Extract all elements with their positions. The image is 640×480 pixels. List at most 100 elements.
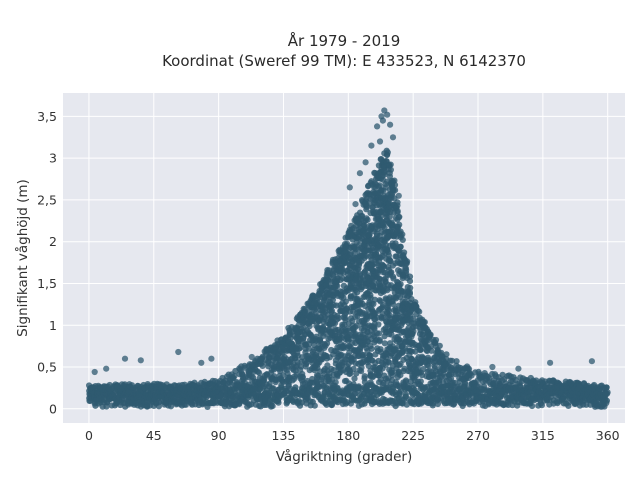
- scatter-point-3965: [376, 138, 384, 145]
- scatter-point-3961: [368, 142, 375, 149]
- scatter-point-624: [231, 373, 238, 380]
- scatter-point-1716: [347, 370, 354, 377]
- scatter-point-3447: [486, 375, 493, 382]
- scatter-point-2886: [402, 391, 409, 398]
- scatter-point-1070: [297, 363, 305, 370]
- scatter-point-1525: [335, 315, 342, 322]
- scatter-point-2651: [390, 301, 397, 308]
- scatter-point-3978: [515, 365, 522, 372]
- scatter-point-1766: [350, 365, 357, 373]
- scatter-point-2677: [392, 187, 399, 194]
- scatter-point-1974: [360, 351, 367, 359]
- scatter-point-3160: [431, 362, 438, 370]
- scatter-point-3974: [248, 353, 255, 361]
- scatter-point-833: [269, 403, 276, 410]
- x-tick-label-270: 270: [466, 428, 490, 443]
- scatter-point-3975: [547, 359, 554, 366]
- scatter-point-2331: [376, 276, 383, 283]
- scatter-point-774: [259, 362, 266, 369]
- scatter-point-3177: [434, 400, 441, 408]
- scatter-point-3964: [346, 184, 353, 191]
- y-tick-label-2-5: 2,5: [37, 192, 57, 207]
- x-tick-label-225: 225: [401, 428, 425, 443]
- scatter-point-2555: [386, 213, 393, 220]
- scatter-point-3959: [387, 121, 394, 128]
- scatter-point-3044: [417, 378, 424, 385]
- scatter-point-3973: [208, 355, 215, 362]
- scatter-point-3954: [374, 123, 381, 130]
- scatter-point-2789: [397, 243, 404, 250]
- scatter-point-3138: [428, 347, 435, 354]
- scatter-point-2321: [376, 336, 383, 344]
- scatter-point-2573: [387, 161, 394, 168]
- scatter-point-3971: [175, 348, 182, 356]
- scatter-point-3047: [417, 346, 425, 353]
- scatter-point-3979: [91, 368, 98, 376]
- scatter-point-2918: [406, 273, 414, 280]
- scatter-point-1234: [312, 309, 320, 316]
- scatter-point-2610: [388, 331, 395, 338]
- scatter-point-2882: [403, 260, 410, 267]
- x-tick-label-90: 90: [211, 428, 227, 443]
- scatter-point-751: [256, 369, 263, 376]
- scatter-point-1790: [351, 375, 358, 382]
- scatter-point-2550: [385, 252, 392, 259]
- scatter-point-2212: [370, 324, 378, 331]
- scatter-point-2874: [402, 265, 409, 272]
- scatter-point-1089: [299, 374, 306, 381]
- scatter-point-2561: [385, 307, 392, 315]
- x-tick-labels: 0 45 90 135 180 225 270 315 360: [85, 428, 620, 443]
- chart-title: År 1979 - 2019: [288, 31, 401, 50]
- scatter-point-3969: [121, 355, 129, 362]
- scatter-point-3968: [103, 365, 110, 372]
- y-tick-label-0-5: 0,5: [37, 360, 57, 375]
- scatter-point-2717: [393, 308, 400, 315]
- x-tick-label-360: 360: [596, 428, 620, 443]
- scatter-point-1458: [329, 296, 336, 304]
- y-tick-label-2: 2: [49, 234, 57, 249]
- scatter-point-3960: [389, 134, 397, 141]
- scatter-point-1659: [342, 298, 349, 305]
- scatter-point-3957: [384, 111, 391, 118]
- scatter-point-3966: [395, 192, 402, 199]
- scatter-point-3972: [198, 359, 205, 366]
- scatter-point-3976: [588, 358, 596, 365]
- scatter-point-2587: [386, 170, 393, 177]
- y-tick-label-1: 1: [49, 318, 57, 333]
- scatter-point-2769: [396, 221, 403, 228]
- x-tick-label-0: 0: [85, 428, 93, 443]
- x-tick-label-45: 45: [146, 428, 162, 443]
- scatter-point-3274: [449, 357, 456, 364]
- scatter-point-3022: [416, 308, 423, 315]
- scatter-point-3977: [489, 363, 496, 371]
- y-tick-label-1-5: 1,5: [37, 276, 57, 291]
- scatter-point-2290: [375, 321, 382, 328]
- scatter-point-3630: [529, 402, 536, 410]
- x-tick-label-135: 135: [272, 428, 296, 443]
- scatter-point-2298: [375, 330, 383, 337]
- scatter-point-3963: [356, 170, 363, 177]
- y-tick-label-0: 0: [49, 401, 57, 416]
- scatter-point-3077: [421, 319, 428, 326]
- scatter-point-3952: [604, 390, 611, 397]
- scatter-points: [86, 107, 611, 410]
- scatter-point-2800: [399, 231, 406, 238]
- scatter-point-3962: [362, 159, 369, 166]
- scatter-point-1063: [297, 344, 304, 351]
- scatter-point-2745: [394, 208, 401, 215]
- scatter-point-3967: [352, 201, 359, 208]
- scatter-point-2976: [410, 315, 417, 322]
- scatter-point-2449: [381, 340, 388, 347]
- scatter-point-1479: [332, 379, 339, 386]
- scatter-point-2521: [384, 151, 391, 158]
- scatter-point-2034: [364, 216, 371, 223]
- scatter-point-2202: [371, 296, 378, 303]
- scatter-point-3128: [427, 331, 434, 338]
- scatter-point-2114: [368, 345, 375, 352]
- x-tick-label-180: 180: [336, 428, 360, 443]
- scatter-point-2856: [401, 249, 408, 256]
- y-axis-label: Signifikant våghöjd (m): [14, 179, 31, 337]
- scatter-point-3953: [603, 397, 611, 404]
- scatter-point-3242: [443, 351, 450, 358]
